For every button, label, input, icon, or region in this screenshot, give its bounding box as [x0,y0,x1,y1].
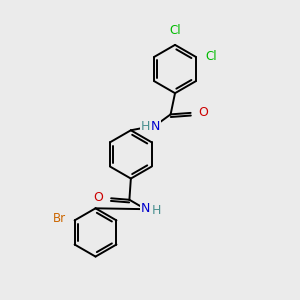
Text: O: O [94,191,103,204]
Text: H: H [152,204,161,217]
Text: O: O [198,106,208,119]
Text: H: H [141,120,150,133]
Text: Br: Br [53,212,66,225]
Text: N: N [141,202,150,215]
Text: Cl: Cl [169,24,181,37]
Text: Cl: Cl [206,50,217,64]
Text: N: N [151,120,160,133]
